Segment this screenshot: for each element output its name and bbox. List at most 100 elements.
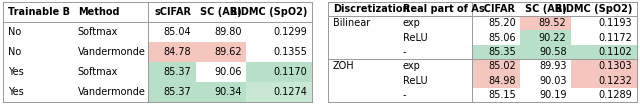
Bar <box>148 22 196 42</box>
Text: 0.1170: 0.1170 <box>274 67 307 77</box>
Text: 0.1303: 0.1303 <box>598 61 632 71</box>
Bar <box>398 30 472 45</box>
Text: 85.35: 85.35 <box>488 47 516 57</box>
Text: 89.62: 89.62 <box>214 47 242 57</box>
Text: 89.52: 89.52 <box>539 18 566 28</box>
Bar <box>472 2 520 16</box>
Bar <box>246 82 312 102</box>
Text: sCIFAR: sCIFAR <box>479 4 516 14</box>
Bar <box>520 30 571 45</box>
Text: 90.19: 90.19 <box>539 90 566 100</box>
Text: 90.03: 90.03 <box>539 76 566 86</box>
Text: 0.1232: 0.1232 <box>598 76 632 86</box>
Text: sCIFAR: sCIFAR <box>154 7 191 17</box>
Text: 0.1193: 0.1193 <box>598 18 632 28</box>
Text: Vandermonde: Vandermonde <box>78 47 146 57</box>
Bar <box>73 42 148 62</box>
Bar <box>571 88 637 102</box>
Bar <box>520 59 571 74</box>
Bar <box>196 82 246 102</box>
Text: Vandermonde: Vandermonde <box>78 87 146 97</box>
Bar <box>196 22 246 42</box>
Bar <box>3 2 73 22</box>
Text: SC (AR): SC (AR) <box>200 7 242 17</box>
Bar <box>328 2 398 16</box>
Bar <box>520 2 571 16</box>
Text: exp: exp <box>403 61 420 71</box>
Text: Bilinear: Bilinear <box>333 18 370 28</box>
Bar <box>520 16 571 30</box>
Bar <box>328 74 398 88</box>
Text: 0.1289: 0.1289 <box>598 90 632 100</box>
Text: 85.04: 85.04 <box>163 27 191 37</box>
Text: 85.37: 85.37 <box>163 67 191 77</box>
Bar <box>520 88 571 102</box>
Bar <box>398 59 472 74</box>
Bar <box>328 30 398 45</box>
Bar <box>571 74 637 88</box>
Bar <box>73 22 148 42</box>
Bar <box>520 74 571 88</box>
Text: -: - <box>403 47 406 57</box>
Text: 89.80: 89.80 <box>214 27 242 37</box>
Bar <box>196 62 246 82</box>
Bar <box>571 45 637 59</box>
Bar <box>3 42 73 62</box>
Text: No: No <box>8 47 21 57</box>
Text: 0.1172: 0.1172 <box>598 33 632 43</box>
Text: exp: exp <box>403 18 420 28</box>
Bar <box>398 16 472 30</box>
Text: 0.1102: 0.1102 <box>598 47 632 57</box>
Bar <box>571 16 637 30</box>
Text: BIDMC (SpO2): BIDMC (SpO2) <box>555 4 632 14</box>
Text: 89.93: 89.93 <box>539 61 566 71</box>
Bar <box>246 62 312 82</box>
Text: ZOH: ZOH <box>333 61 355 71</box>
Bar <box>472 45 520 59</box>
Bar <box>246 42 312 62</box>
Bar <box>472 16 520 30</box>
Bar <box>571 30 637 45</box>
Bar <box>196 42 246 62</box>
Bar <box>398 45 472 59</box>
Text: ReLU: ReLU <box>403 76 428 86</box>
Text: 0.1299: 0.1299 <box>274 27 307 37</box>
Text: 90.34: 90.34 <box>214 87 242 97</box>
Bar <box>520 45 571 59</box>
Text: 85.37: 85.37 <box>163 87 191 97</box>
Text: 90.06: 90.06 <box>214 67 242 77</box>
Bar <box>472 59 520 74</box>
Text: 85.02: 85.02 <box>488 61 516 71</box>
Text: 84.98: 84.98 <box>488 76 516 86</box>
Bar <box>472 30 520 45</box>
Text: Yes: Yes <box>8 87 24 97</box>
Bar <box>3 62 73 82</box>
Bar <box>148 2 196 22</box>
Text: 85.15: 85.15 <box>488 90 516 100</box>
Bar <box>398 88 472 102</box>
Text: No: No <box>8 27 21 37</box>
Text: ReLU: ReLU <box>403 33 428 43</box>
Text: 0.1274: 0.1274 <box>273 87 307 97</box>
Bar <box>73 82 148 102</box>
Text: 0.1355: 0.1355 <box>273 47 307 57</box>
Bar <box>328 16 398 30</box>
Bar <box>571 59 637 74</box>
Text: Trainable B: Trainable B <box>8 7 70 17</box>
Bar <box>246 2 312 22</box>
Bar <box>472 74 520 88</box>
Bar <box>571 2 637 16</box>
Bar <box>73 2 148 22</box>
Bar <box>196 2 246 22</box>
Bar <box>73 62 148 82</box>
Bar <box>148 82 196 102</box>
Text: Yes: Yes <box>8 67 24 77</box>
Bar <box>328 59 398 74</box>
Bar <box>328 88 398 102</box>
Text: Real part of A: Real part of A <box>403 4 478 14</box>
Text: Method: Method <box>78 7 119 17</box>
Text: BIDMC (SpO2): BIDMC (SpO2) <box>230 7 307 17</box>
Text: SC (AR): SC (AR) <box>525 4 566 14</box>
Text: Discretization: Discretization <box>333 4 409 14</box>
Text: 90.58: 90.58 <box>539 47 566 57</box>
